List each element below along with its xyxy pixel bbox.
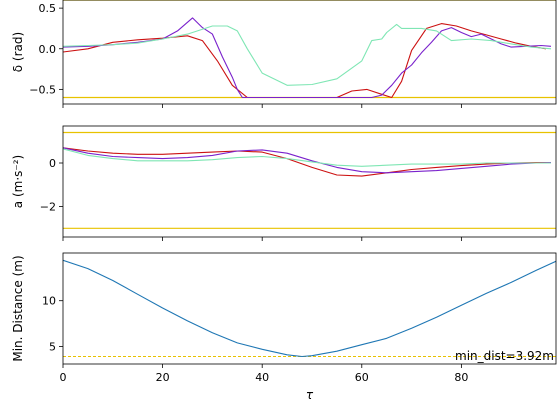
axes-frame	[62, 0, 557, 105]
distance-panel: 5 10 0 20 40 60 80 Min. Distance (m) τ min_dist=3…	[11, 252, 557, 402]
min-distance-annotation: min_dist=3.92m	[455, 349, 554, 363]
steering-panel: 0.5 0.0 −0.5 δ (rad)	[11, 0, 557, 108]
y-tick-label: 10	[42, 295, 56, 308]
y-axis-label: a (m·s⁻²)	[11, 155, 25, 208]
y-tick-label: 0	[49, 157, 56, 170]
y-tick-label: −0.5	[29, 83, 56, 96]
acceleration-panel: 0 −2 a (m·s⁻²)	[11, 125, 557, 241]
series-line-red	[63, 23, 547, 99]
axes-frame	[62, 252, 557, 365]
y-tick-label: 0.0	[39, 43, 57, 56]
x-tick-label: 60	[355, 371, 369, 384]
series-group	[63, 17, 552, 99]
series-line-purple	[63, 17, 552, 99]
x-tick-label: 40	[255, 371, 269, 384]
y-axis-label: Min. Distance (m)	[11, 255, 25, 361]
y-tick-label: −2	[40, 201, 56, 214]
series-line-distance	[63, 259, 556, 358]
series-line-green	[63, 148, 551, 167]
axes-frame	[62, 125, 557, 238]
x-tick-label: 20	[156, 371, 170, 384]
y-tick-label: 5	[49, 341, 56, 354]
y-axis-label: δ (rad)	[11, 32, 25, 72]
series-line-red	[63, 147, 551, 177]
series-line-purple	[63, 147, 552, 174]
x-tick-label: 0	[60, 371, 67, 384]
y-tick-label: 0.5	[39, 2, 57, 15]
x-axis-label: τ	[306, 388, 314, 402]
series-line-green	[63, 23, 552, 86]
x-tick-label: 80	[454, 371, 468, 384]
series-group	[63, 147, 552, 177]
series-group	[63, 259, 556, 358]
